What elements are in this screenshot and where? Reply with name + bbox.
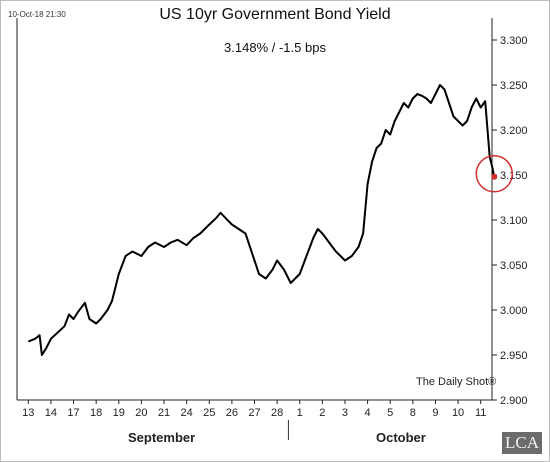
x-tick-label: 9 bbox=[432, 407, 438, 419]
chart-subtitle: 3.148% / -1.5 bps bbox=[224, 40, 326, 55]
x-tick-label: 25 bbox=[203, 407, 215, 419]
x-tick-label: 1 bbox=[297, 407, 303, 419]
x-tick-label: 18 bbox=[90, 407, 102, 419]
y-tick-label: 3.300 bbox=[500, 35, 528, 47]
y-tick-label: 3.100 bbox=[500, 215, 528, 227]
x-tick-label: 27 bbox=[248, 407, 260, 419]
x-tick-label: 19 bbox=[113, 407, 125, 419]
highlight-circle bbox=[475, 155, 514, 193]
y-tick-label: 3.150 bbox=[500, 170, 528, 182]
y-tick-label: 3.050 bbox=[500, 260, 528, 272]
series-line bbox=[27, 84, 496, 356]
month-label-september: September bbox=[128, 430, 196, 445]
x-tick-label: 24 bbox=[181, 407, 193, 419]
y-tick-label: 3.250 bbox=[500, 80, 528, 92]
chart-title: US 10yr Government Bond Yield bbox=[159, 6, 391, 23]
chart-timestamp: 10-Oct-18 21:30 bbox=[8, 10, 66, 19]
x-tick-label: 28 bbox=[271, 407, 283, 419]
y-tick-label: 3.200 bbox=[500, 125, 528, 137]
x-tick-label: 17 bbox=[67, 407, 79, 419]
x-tick-label: 13 bbox=[22, 407, 34, 419]
x-tick-label: 14 bbox=[45, 407, 57, 419]
watermark-logo: LCA bbox=[502, 432, 542, 454]
x-tick-label: 8 bbox=[410, 407, 416, 419]
x-tick-label: 20 bbox=[135, 407, 147, 419]
x-tick-label: 21 bbox=[158, 407, 170, 419]
x-tick-label: 5 bbox=[387, 407, 393, 419]
month-label-october: October bbox=[376, 430, 426, 445]
x-tick-label: 3 bbox=[342, 407, 348, 419]
x-tick-label: 10 bbox=[452, 407, 464, 419]
last-value-point bbox=[491, 173, 498, 180]
y-tick-label: 3.000 bbox=[500, 305, 528, 317]
y-tick-label: 2.900 bbox=[500, 395, 528, 407]
x-tick-label: 26 bbox=[226, 407, 238, 419]
y-tick-label: 2.950 bbox=[500, 350, 528, 362]
x-tick-label: 11 bbox=[475, 407, 486, 419]
x-tick-label: 4 bbox=[365, 407, 371, 419]
chart-source: The Daily Shot® bbox=[416, 376, 497, 388]
x-tick-label: 2 bbox=[319, 407, 325, 419]
